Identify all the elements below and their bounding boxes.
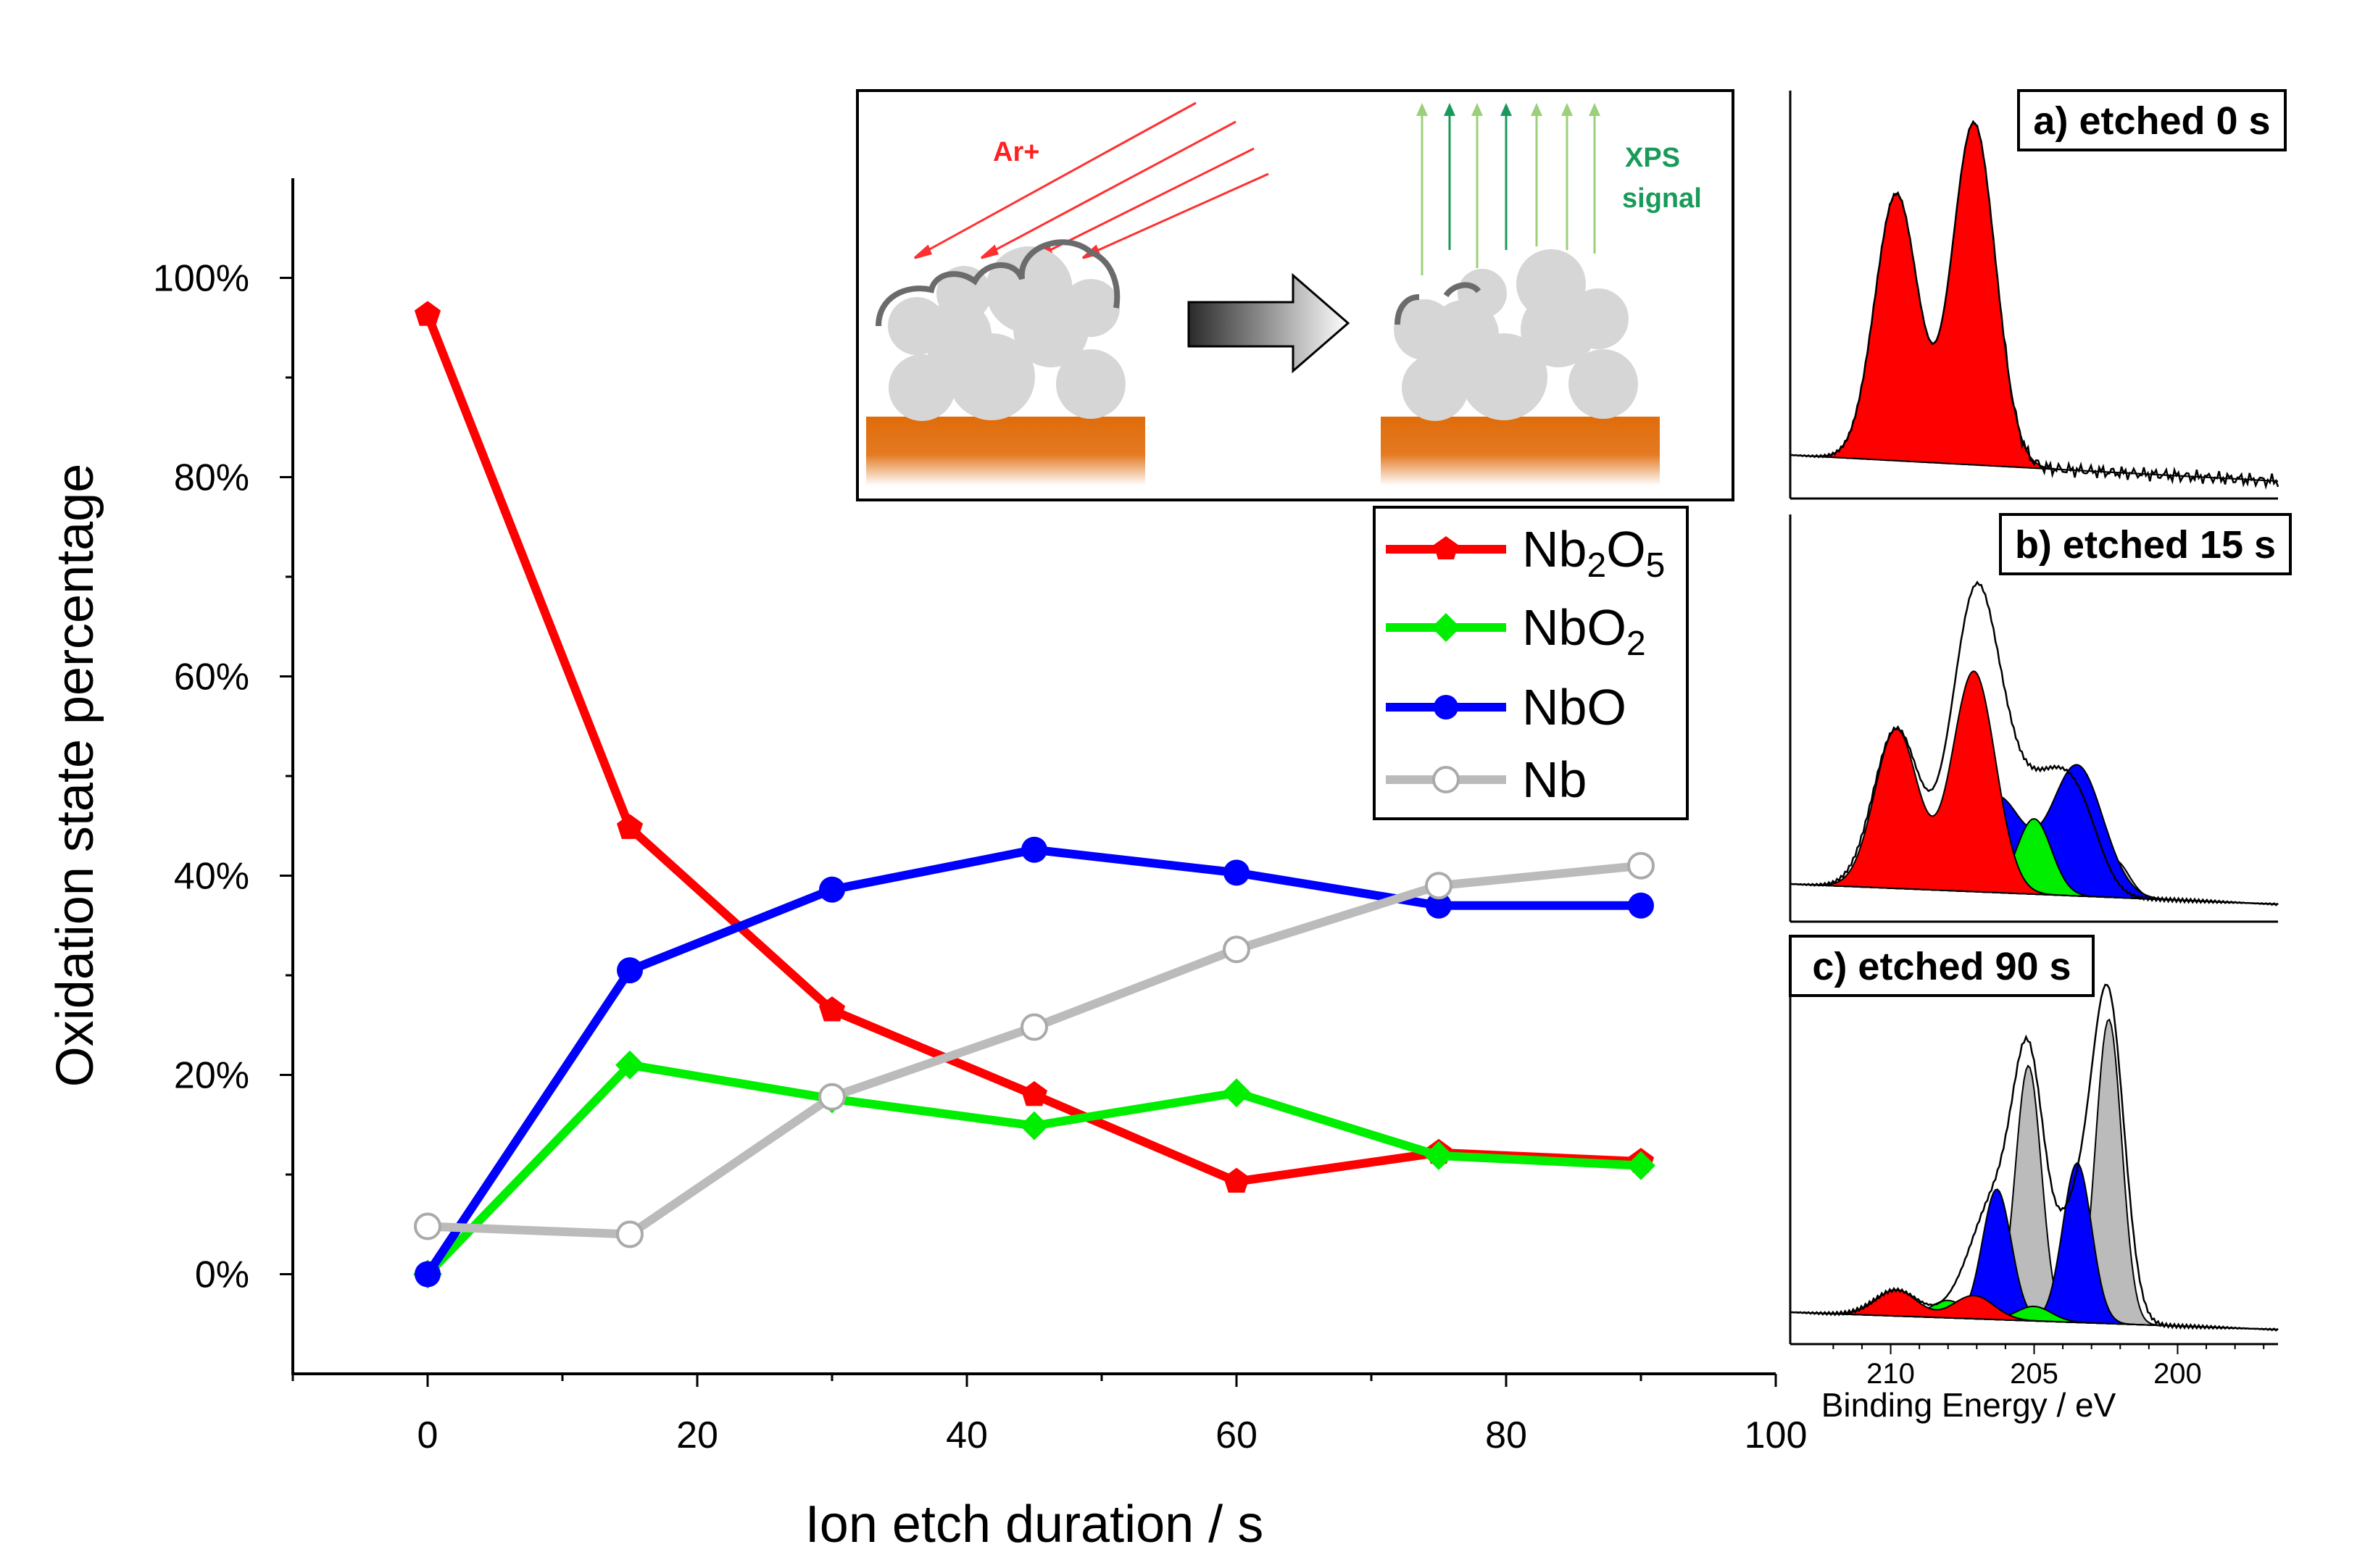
legend-entry-nb: Nb	[1386, 751, 1587, 808]
series-line-nbo	[424, 845, 1641, 1277]
particles-after	[1394, 249, 1638, 421]
y-tick-label: 80%	[174, 457, 249, 499]
xps-component-nb2o5	[1790, 121, 2279, 482]
data-point-nbo	[1426, 892, 1452, 919]
y-tick-label: 20%	[174, 1055, 249, 1097]
substrate-before	[866, 417, 1145, 485]
data-point-nbo	[819, 876, 845, 903]
particles-before	[888, 246, 1126, 421]
data-point-nb	[1627, 851, 1655, 880]
xps-signal-label-line1: XPS	[1625, 143, 1680, 173]
series-group	[413, 301, 1655, 1289]
x-tick-label: 20	[676, 1414, 718, 1456]
data-point-nbo	[415, 1261, 441, 1288]
data-point-nb	[414, 1212, 441, 1240]
xps-measured-envelope	[1790, 120, 2279, 490]
main-line-chart: 0% 20% 40% 60% 80% 100% 0 20 40 60 80 100 Ion etch …	[46, 178, 1807, 1554]
x-tick-label: 0	[417, 1414, 438, 1456]
xps-panel-label-text: c) etched 90 s	[1812, 945, 2071, 988]
xps-panel-label-box	[1789, 935, 2095, 997]
x-tick-label: 100	[1745, 1414, 1808, 1456]
xps-panel-label: a) etched 0 s	[2017, 89, 2287, 151]
series-line-nb	[427, 861, 1642, 1239]
y-tick-label: 100%	[153, 258, 249, 300]
y-axis-title: Oxidation state percentage	[46, 464, 104, 1088]
legend-entry-nbo2: NbO2	[1386, 599, 1646, 663]
xps-x-axis-title: Binding Energy / eV	[1821, 1386, 2116, 1424]
data-point-nbo	[1021, 836, 1047, 863]
xps-panel-label-box	[2017, 89, 2287, 151]
data-point-nbo2	[1626, 1151, 1655, 1180]
xps-panel-3: c) etched 90 s	[1789, 935, 2279, 1346]
legend-label-nbo: NbO	[1522, 679, 1626, 735]
substrate-after	[1381, 417, 1660, 485]
xps-panel-label-box	[1999, 513, 2292, 575]
xps-panel-label-text: b) etched 15 s	[2015, 523, 2276, 567]
axis-ticks	[280, 277, 1777, 1387]
ion-etch-schematic: Ar+ XPS signal	[856, 89, 1734, 501]
legend-marker-open-circle	[1432, 766, 1460, 793]
xps-x-tick-label: 205	[2010, 1358, 2058, 1390]
y-tick-label: 0%	[195, 1254, 249, 1296]
legend-label-nbo2: NbO2	[1522, 599, 1646, 663]
xps-spectra-panels: a) etched 0 s b) etched 15 s c) etched 90 …	[1789, 89, 2292, 1346]
xps-background-line	[1790, 454, 2279, 482]
data-point-nb	[1425, 872, 1452, 900]
xps-panel-label: b) etched 15 s	[1999, 513, 2292, 575]
legend-marker-circle	[1434, 695, 1458, 720]
xps-measured-envelope	[1790, 580, 2279, 906]
xps-panel-label: c) etched 90 s	[1789, 935, 2095, 997]
process-arrow	[1187, 272, 1350, 374]
x-tick-label: 60	[1215, 1414, 1258, 1456]
legend-label-nb: Nb	[1522, 751, 1587, 808]
argon-ion-label: Ar+	[993, 137, 1039, 167]
series-nb	[414, 851, 1655, 1248]
data-point-nbo2	[615, 1050, 644, 1080]
y-tick-label: 40%	[174, 856, 249, 898]
legend-label-nb2o5: Nb2O5	[1522, 521, 1665, 585]
data-point-nbo	[1628, 892, 1654, 919]
legend-entry-nbo: NbO	[1386, 679, 1626, 735]
data-point-nb	[1223, 935, 1250, 964]
legend-entry-nb2o5: Nb2O5	[1386, 521, 1665, 585]
xps-signal-label-line2: signal	[1622, 183, 1702, 214]
data-point-nbo2	[1222, 1078, 1251, 1108]
data-point-nb2o5	[616, 814, 644, 839]
data-point-nb2o5	[1021, 1081, 1048, 1106]
x-axis-title: Ion etch duration / s	[805, 1496, 1263, 1554]
x-tick-label: 40	[946, 1414, 988, 1456]
axis-tick-labels: 0% 20% 40% 60% 80% 100% 0 20 40 60 80 100	[153, 258, 1807, 1457]
data-point-nbo	[617, 957, 643, 984]
argon-ion-beams	[914, 101, 1269, 259]
data-point-nb	[818, 1083, 846, 1111]
xps-panel-2: b) etched 15 s	[1789, 513, 2292, 923]
legend: Nb2O5 NbO2 NbO Nb	[1373, 506, 1689, 820]
xps-panel-label-text: a) etched 0 s	[2033, 99, 2270, 143]
oxide-shell-before	[876, 239, 1121, 327]
data-point-nb2o5	[818, 996, 846, 1022]
legend-marker-diamond	[1431, 613, 1460, 642]
legend-marker-pentagon	[1434, 536, 1458, 559]
data-point-nb	[616, 1220, 644, 1248]
series-nbo	[415, 836, 1654, 1288]
x-tick-label: 80	[1485, 1414, 1527, 1456]
oxide-shell-after	[1395, 282, 1481, 325]
legend-box	[1373, 506, 1689, 820]
data-point-nbo	[1223, 859, 1250, 886]
data-point-nbo2	[1424, 1140, 1453, 1170]
xps-panel-1: a) etched 0 s	[1789, 89, 2287, 500]
y-tick-label: 60%	[174, 656, 249, 698]
xps-measured-envelope	[1790, 983, 2279, 1332]
data-point-nb2o5	[414, 301, 441, 326]
xps-binding-energy-axis: Binding Energy / eV 210 205 200	[1821, 1344, 2265, 1424]
xps-signal-arrows	[1416, 103, 1600, 275]
xps-x-tick-label: 200	[2153, 1358, 2202, 1390]
data-point-nb	[1021, 1013, 1048, 1041]
data-point-nb2o5	[1223, 1167, 1250, 1193]
xps-x-tick-label: 210	[1866, 1358, 1915, 1390]
data-point-nbo2	[1020, 1111, 1049, 1140]
